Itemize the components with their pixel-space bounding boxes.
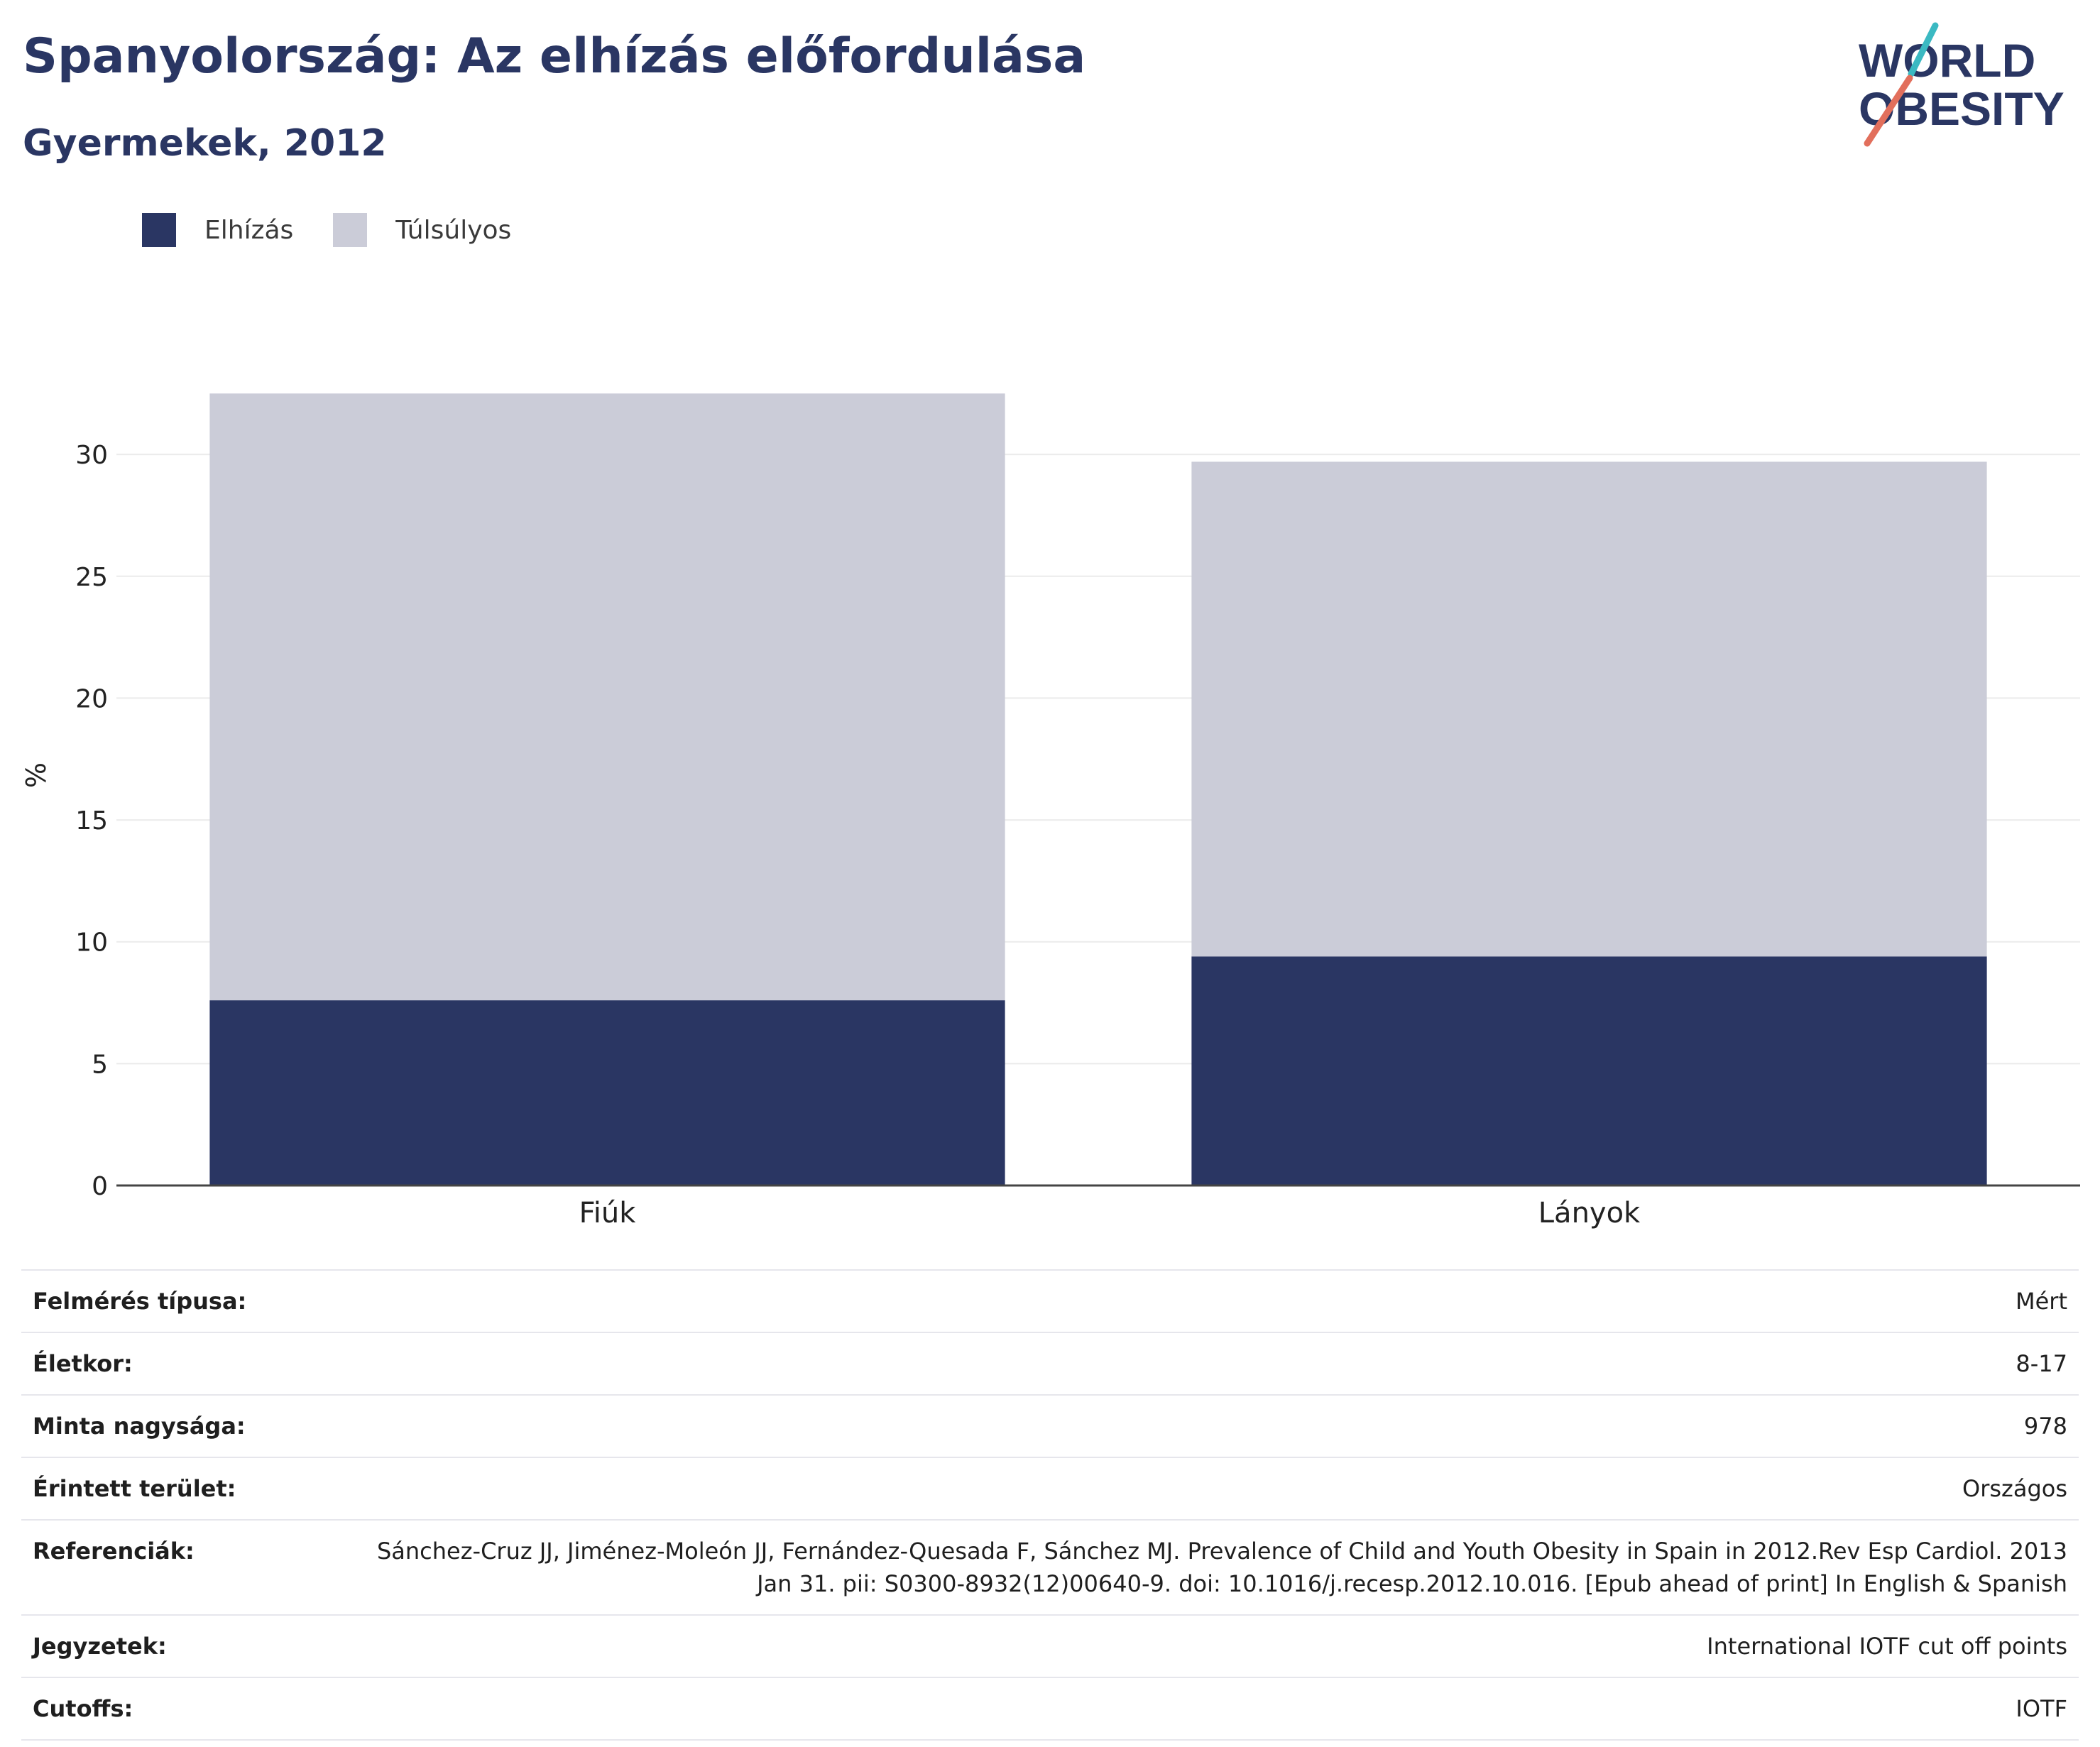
chart-legend: Elhízás Túlsúlyos	[142, 210, 551, 250]
y-tick-label: 0	[92, 1172, 108, 1201]
metadata-row: Referenciák: Sánchez-Cruz JJ, Jiménez-Mol…	[21, 1519, 2079, 1615]
legend-label-elhizas: Elhízás	[204, 215, 294, 245]
metadata-key: Referenciák:	[21, 1519, 342, 1615]
y-tick-label: 30	[75, 441, 108, 470]
metadata-key: Életkor:	[21, 1332, 342, 1395]
metadata-key: Minta nagysága:	[21, 1394, 342, 1457]
svg-text:WORLD: WORLD	[1859, 34, 2035, 87]
metadata-value: IOTF	[342, 1677, 2079, 1741]
metadata-row: Minta nagysága: 978	[21, 1394, 2079, 1457]
page-subtitle: Gyermekek, 2012	[23, 122, 387, 165]
metadata-value: 978	[342, 1394, 2079, 1457]
y-tick-label: 15	[75, 806, 108, 836]
metadata-row: Életkor: 8-17	[21, 1332, 2079, 1395]
metadata-key: Érintett terület:	[21, 1457, 342, 1520]
x-tick-label: Fiúk	[579, 1197, 637, 1230]
x-axis-ticks: Fiúk Lányok	[116, 1184, 2080, 1230]
metadata-key: Jegyzetek:	[21, 1614, 342, 1677]
metadata-row: Érintett terület: Országos	[21, 1457, 2079, 1520]
legend-label-tulsulyos: Túlsúlyos	[395, 215, 512, 245]
metadata-value: Országos	[342, 1457, 2079, 1520]
metadata-row: Cutoffs: IOTF	[21, 1677, 2079, 1741]
metadata-key: Cutoffs:	[21, 1677, 342, 1741]
bar-tulsulyos-1[interactable]	[1191, 461, 1987, 957]
metadata-row: Jegyzetek: International IOTF cut off poi…	[21, 1614, 2079, 1677]
world-obesity-logo: WORLD OBESITY	[1859, 22, 2065, 147]
bar-tulsulyos-0[interactable]	[209, 393, 1005, 1001]
y-axis-label: %	[21, 762, 52, 788]
legend-item-tulsulyos[interactable]: Túlsúlyos	[333, 213, 511, 247]
legend-swatch-tulsulyos	[333, 213, 368, 247]
metadata-table: Felmérés típusa: Mért Életkor: 8-17 Minta na…	[21, 1269, 2079, 1741]
legend-item-elhizas[interactable]: Elhízás	[142, 213, 293, 247]
legend-swatch-elhizas	[142, 213, 176, 247]
bars	[209, 393, 1987, 1185]
y-axis-ticks: 0 5 10 15 20 25 30	[75, 441, 108, 1201]
y-tick-label: 25	[75, 563, 108, 592]
metadata-value: 8-17	[342, 1332, 2079, 1395]
page-title: Spanyolország: Az elhízás előfordulása	[23, 28, 1086, 84]
metadata-row: Felmérés típusa: Mért	[21, 1269, 2079, 1332]
stacked-bar-chart: 0 5 10 15 20 25 30 Fiúk Lányok %	[21, 393, 2080, 1230]
bar-elhizas-1[interactable]	[1191, 956, 1987, 1185]
metadata-value: Mért	[342, 1269, 2079, 1332]
y-tick-label: 10	[75, 929, 108, 958]
bar-elhizas-0[interactable]	[209, 1000, 1005, 1185]
x-tick-label: Lányok	[1538, 1197, 1641, 1230]
y-tick-label: 5	[92, 1050, 108, 1079]
metadata-key: Felmérés típusa:	[21, 1269, 342, 1332]
metadata-value: Sánchez-Cruz JJ, Jiménez-Moleón JJ, Fern…	[342, 1519, 2079, 1615]
y-tick-label: 20	[75, 684, 108, 713]
metadata-value: International IOTF cut off points	[342, 1614, 2079, 1677]
